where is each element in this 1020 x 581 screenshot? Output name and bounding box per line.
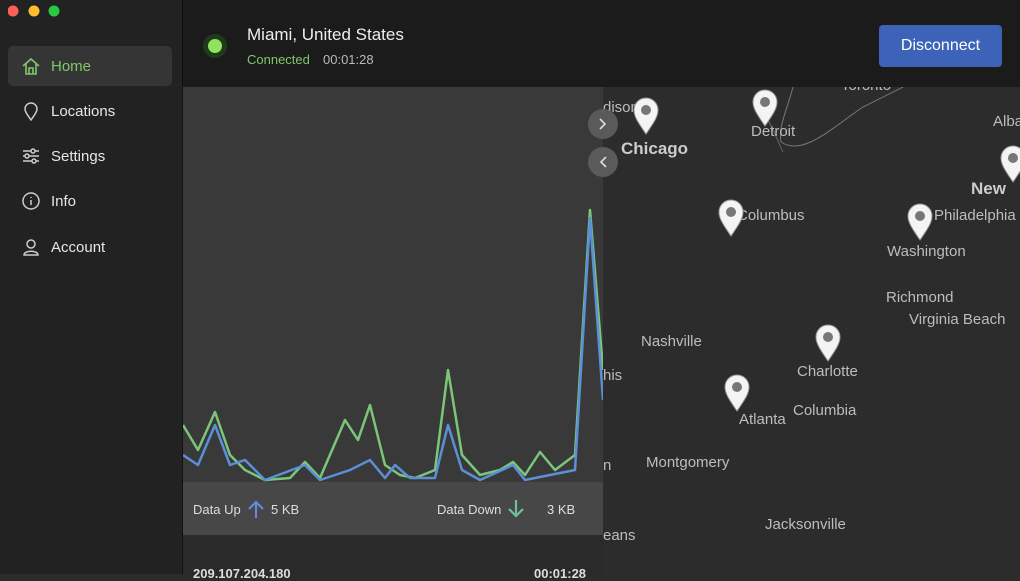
sidebar: Home Locations Settings Info Account <box>0 0 183 574</box>
traffic-curves <box>183 208 603 484</box>
nav-label: Info <box>51 192 77 210</box>
city-label: Philadelphia <box>934 207 1016 224</box>
expand-button[interactable] <box>588 109 618 139</box>
city-label: Washington <box>887 243 966 260</box>
city-label: Columbus <box>737 207 805 224</box>
map-shapes <box>762 87 904 153</box>
collapse-button[interactable] <box>588 147 618 177</box>
up-arrow <box>248 500 264 518</box>
nav-home[interactable]: Home <box>8 46 172 86</box>
nav-info[interactable]: Info <box>8 181 172 221</box>
header: Miami, United States Connected 00:01:28 … <box>183 0 1020 87</box>
location-name: Miami, United States <box>247 25 404 44</box>
city-label: Chicago <box>621 139 689 158</box>
city-label: Nashville <box>641 333 702 350</box>
city-label: Jacksonville <box>765 516 846 533</box>
server-pin[interactable] <box>999 145 1020 183</box>
city-label: Virginia Beach <box>909 311 1006 328</box>
city-label: Charlotte <box>797 363 858 380</box>
panel-toggles <box>588 109 618 177</box>
server-pin[interactable] <box>723 374 751 412</box>
city-label: his <box>603 367 623 384</box>
city-label: eans <box>603 527 636 544</box>
nav-locations[interactable]: Locations <box>8 91 172 131</box>
data-down-label: Data Down <box>437 502 502 517</box>
server-pin[interactable] <box>632 97 660 135</box>
data-down-value: 3 KB <box>547 502 576 517</box>
traffic-footer: Data Up 5 KB Data Down 3 KB <box>183 483 603 535</box>
server-pin[interactable] <box>906 203 934 241</box>
city-label: dison <box>603 99 639 116</box>
server-pin[interactable] <box>751 89 779 127</box>
window-controls <box>7 5 68 24</box>
nav-label: Settings <box>51 147 106 165</box>
nav-label: Home <box>51 57 92 75</box>
city-label: Columbia <box>793 402 857 419</box>
data-up-value: 5 KB <box>271 502 300 517</box>
city-label: Alba <box>993 113 1020 130</box>
traffic-graph <box>183 87 603 535</box>
server-pin[interactable] <box>717 199 745 237</box>
disconnect-button[interactable]: Disconnect <box>879 25 1002 67</box>
session-strip: 209.107.204.180 00:01:28 <box>183 535 603 581</box>
nav-account[interactable]: Account <box>8 227 172 267</box>
data-up-label: Data Up <box>193 502 241 517</box>
connection-time: 00:01:28 <box>323 52 374 67</box>
down-arrow <box>508 500 524 518</box>
map[interactable]: dison Chicago Detroit Toronto Alba Columbus Ne… <box>603 87 1020 574</box>
city-label: Richmond <box>886 289 954 306</box>
data-up-curve <box>183 216 603 482</box>
data-down-curve <box>183 208 603 482</box>
city-label: Montgomery <box>646 454 730 471</box>
nav-label: Locations <box>51 102 116 120</box>
status-text: Connected <box>247 52 310 67</box>
city-label: Toronto <box>841 87 891 94</box>
city-label: n <box>603 457 612 474</box>
city-label: Detroit <box>751 123 796 140</box>
nav-label: Account <box>51 238 106 256</box>
server-pin[interactable] <box>814 324 842 362</box>
status-indicator <box>203 34 227 58</box>
nav-settings[interactable]: Settings <box>8 136 172 176</box>
traffic-lights[interactable] <box>7 5 68 19</box>
city-label: New <box>971 179 1006 198</box>
city-label: Atlanta <box>739 411 786 428</box>
